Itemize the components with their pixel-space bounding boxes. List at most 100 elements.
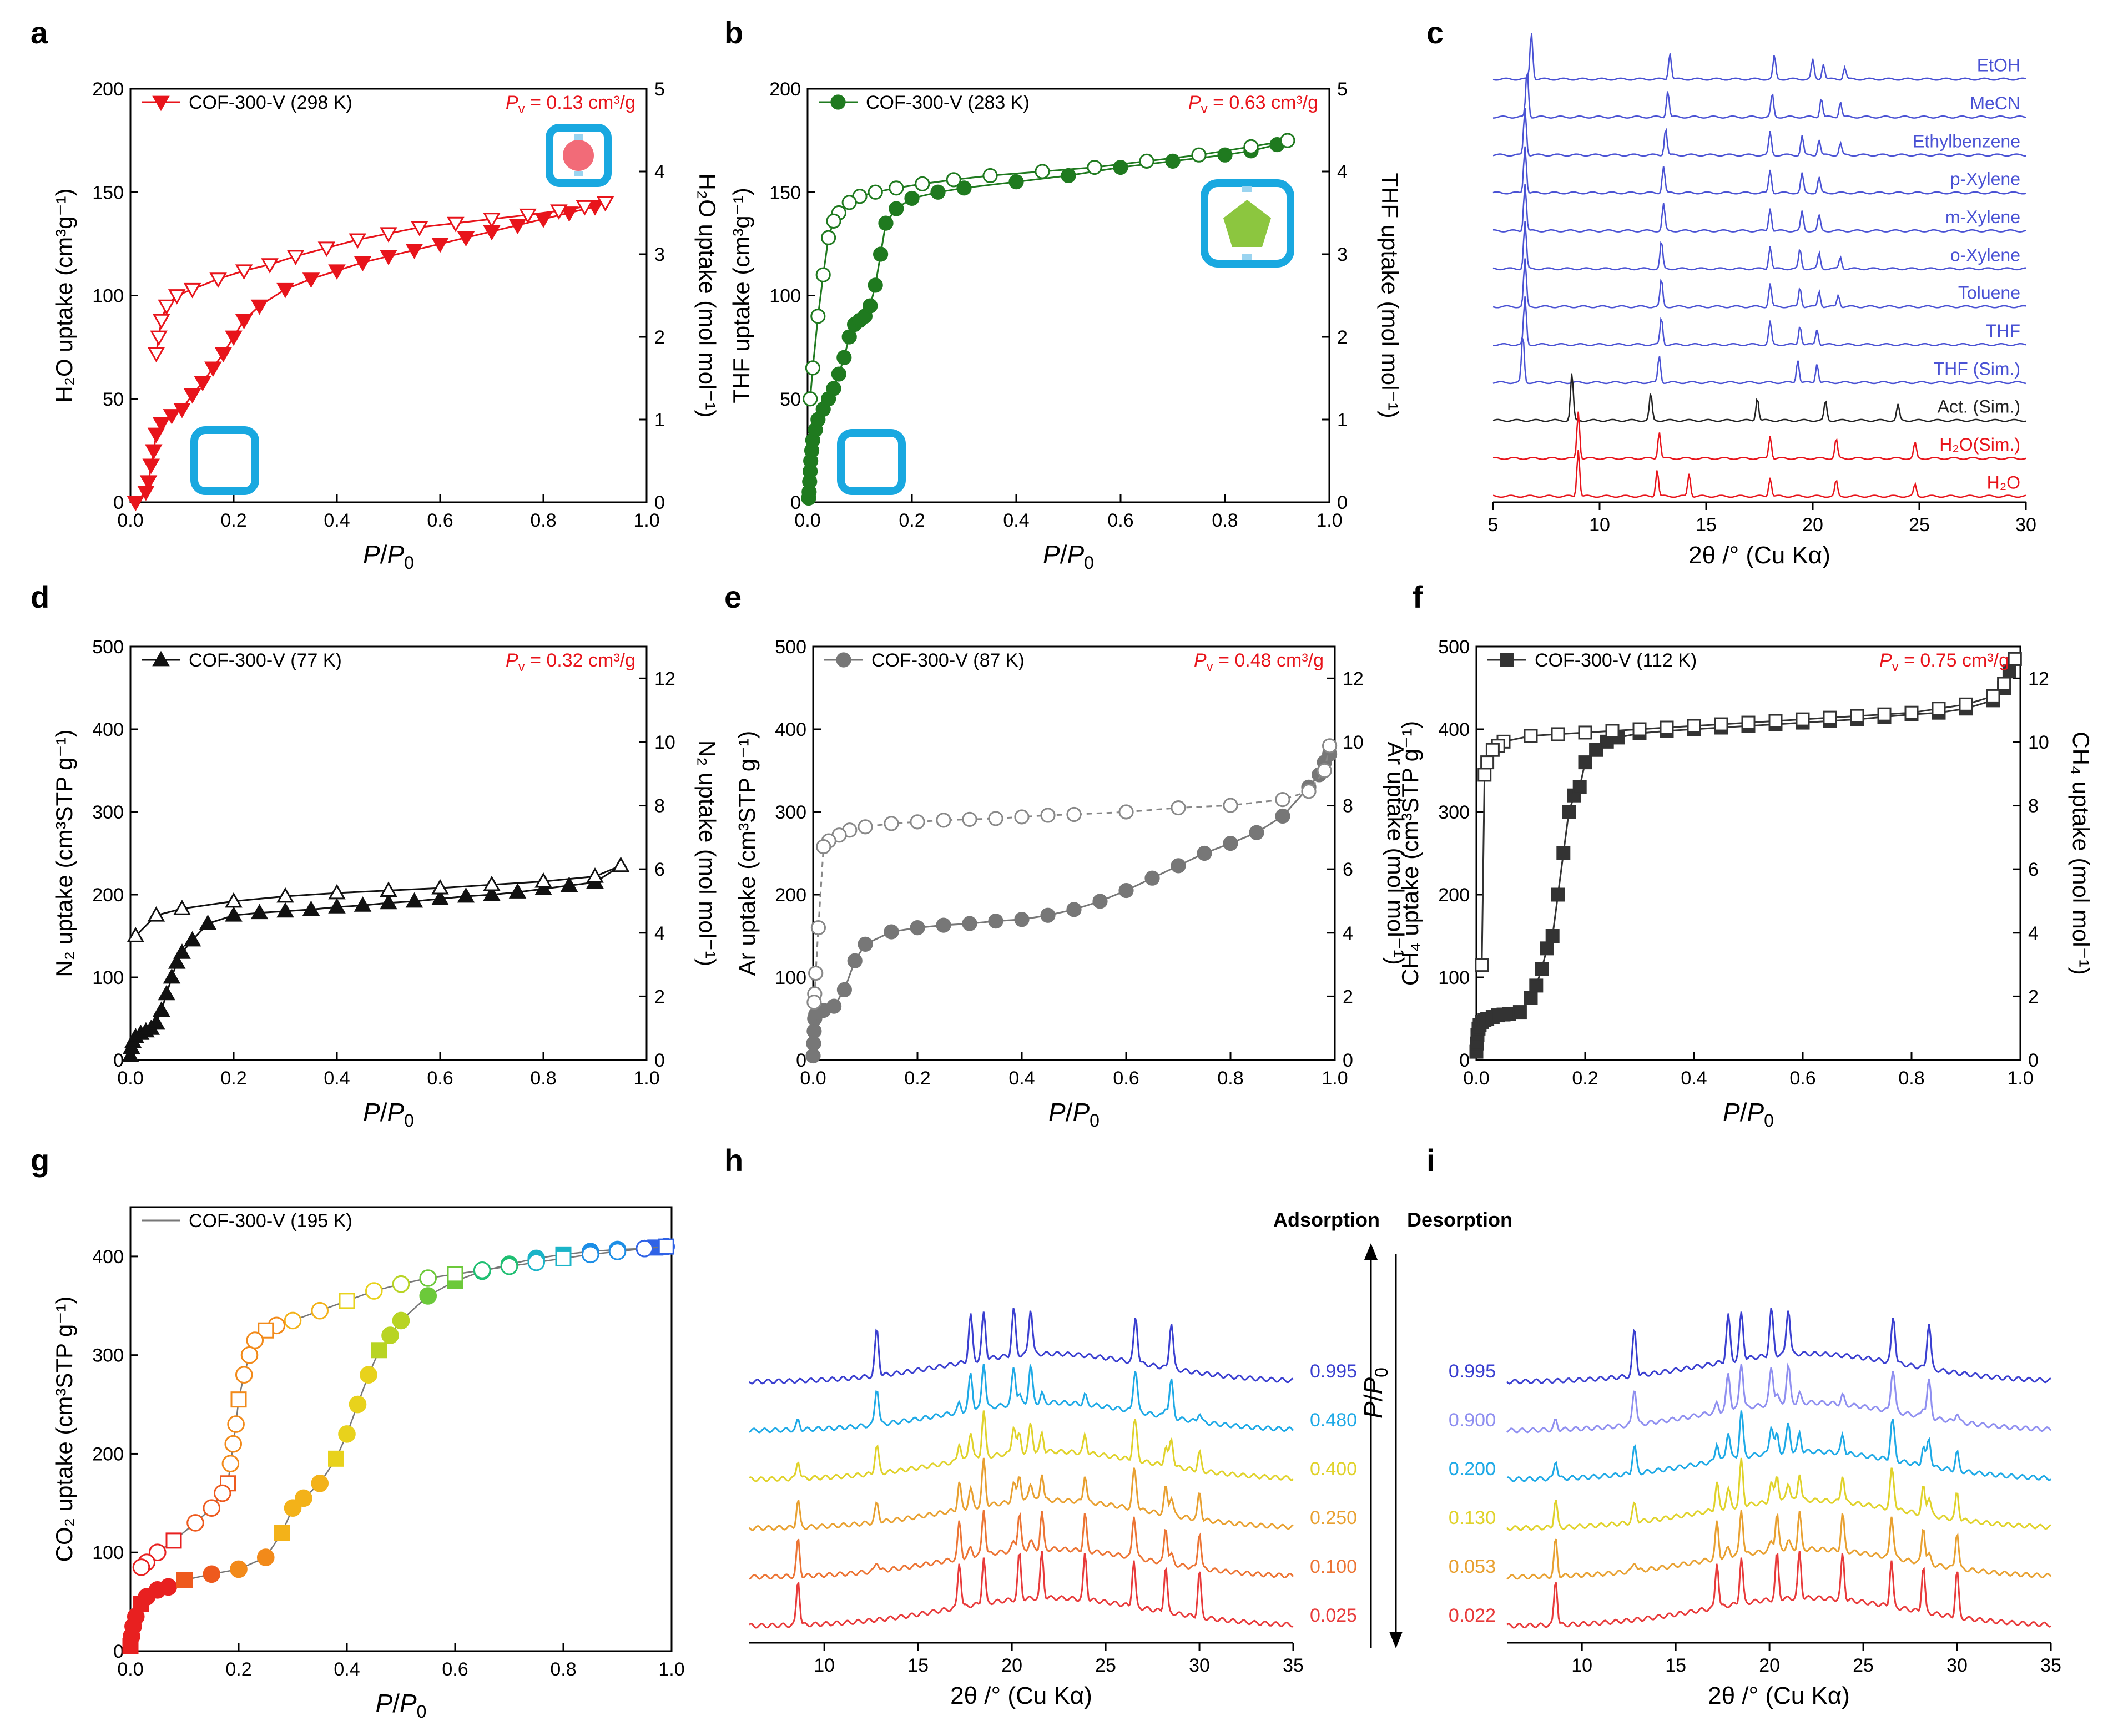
data-point-desorption (483, 213, 501, 228)
x-tick-label: 0.8 (1898, 1068, 1924, 1089)
data-point-adsorption (419, 1287, 437, 1305)
x-tick-label: 0.2 (220, 510, 246, 531)
data-point-desorption (148, 1543, 167, 1562)
x-tick-label: 15 (1696, 514, 1717, 536)
data-point-desorption (230, 1391, 247, 1408)
data-point-desorption (1040, 808, 1056, 823)
x-axis-label-p0: P (387, 1098, 404, 1127)
y2-axis-label: CH₄ uptake (mol mol⁻¹) (2068, 731, 2094, 975)
y-tick-label: 100 (92, 286, 124, 307)
data-point-desorption (1477, 768, 1492, 782)
data-point-desorption (1632, 722, 1647, 736)
pxrd-trace (1492, 221, 2026, 271)
y-tick-label: 50 (103, 389, 124, 410)
data-point-desorption (339, 1293, 355, 1309)
data-point-desorption (1280, 133, 1295, 148)
data-point-desorption (988, 811, 1003, 826)
x-tick-label: 0.0 (117, 1659, 143, 1680)
data-point-desorption (127, 927, 145, 942)
data-point-adsorption (159, 1578, 178, 1596)
legend-marker (152, 650, 170, 667)
data-point-desorption (841, 195, 857, 210)
data-point-desorption (810, 920, 826, 936)
x-tick-label: 1.0 (633, 1068, 659, 1089)
data-point-adsorption (1223, 836, 1238, 851)
y-axis-label: Ar uptake (cm³STP g⁻¹) (734, 731, 760, 976)
y2-axis-label: Ar uptake (mol mol⁻¹) (1383, 741, 1409, 965)
pxrd-trace-label: THF (Sim.) (1934, 359, 2020, 379)
pxrd-trace-label: Ethylbenzene (1913, 131, 2020, 151)
data-point-desorption (612, 856, 630, 872)
y-tick-label: 300 (1438, 802, 1470, 823)
x-axis-label-p: P (376, 1689, 393, 1718)
data-point-adsorption (147, 1013, 165, 1030)
data-point-desorption (380, 227, 397, 243)
data-point-adsorption (137, 485, 155, 501)
y-tick-label: 200 (769, 79, 801, 100)
data-point-desorption (1932, 702, 1946, 716)
data-point-adsorption (1171, 858, 1186, 874)
data-point-desorption (1796, 712, 1810, 726)
pore-volume-annotation: Pv = 0.75 cm³/g (1879, 650, 2009, 674)
data-point-desorption (1551, 727, 1565, 741)
y-tick-label: 400 (92, 719, 124, 740)
data-point-adsorption (380, 894, 397, 910)
data-point-adsorption (230, 1560, 248, 1578)
pxrd-trace (1492, 73, 2026, 119)
annotation-symbol: P (1194, 650, 1207, 671)
y-axis-label: P/P0 (1359, 1367, 1391, 1419)
data-point-adsorption (431, 237, 449, 253)
x-tick-label: 20 (1759, 1655, 1780, 1676)
data-point-desorption (150, 330, 168, 346)
x-axis-label-p0: P (387, 540, 404, 569)
x-tick-label: 30 (1946, 1655, 1968, 1676)
data-point-adsorption (1144, 870, 1160, 886)
series-line-adsorption (129, 1245, 667, 1647)
x-tick-label: 30 (1189, 1655, 1210, 1676)
empty-pore-icon (190, 426, 259, 495)
data-point-adsorption (805, 1048, 821, 1064)
data-point-adsorption (836, 982, 853, 997)
data-point-adsorption (381, 1326, 399, 1344)
data-point-adsorption (176, 1572, 193, 1588)
legend-marker (152, 95, 170, 112)
data-point-adsorption (225, 330, 243, 346)
data-point-desorption (1768, 714, 1783, 728)
data-point-adsorption (173, 943, 191, 959)
data-point-desorption (821, 230, 836, 245)
y-axis-label: H₂O uptake (cm³g⁻¹) (51, 188, 77, 402)
x-axis-label-p0: P (1072, 1098, 1090, 1127)
data-point-adsorption (956, 180, 972, 196)
data-point-desorption (982, 168, 998, 184)
x-tick-label: 35 (2040, 1655, 2061, 1676)
panel-b-thf-isotherm: 0.0 0.2 0.4 0.6 0.8 1.0050100150200012345THF … (728, 79, 1403, 573)
data-point-desorption (158, 299, 175, 315)
x-tick-label: 0.2 (899, 510, 925, 531)
pxrd-trace-label: m-Xylene (1945, 207, 2020, 227)
data-point-adsorption (354, 256, 372, 272)
data-point-adsorption (1529, 978, 1544, 993)
y2-tick-label: 4 (1337, 162, 1348, 183)
data-point-adsorption (831, 366, 847, 382)
data-point-adsorption (1556, 846, 1571, 860)
data-point-adsorption (1008, 174, 1024, 190)
y2-tick-label: 2 (654, 986, 665, 1007)
x-axis-label-slash: / (380, 1098, 387, 1127)
data-point-desorption (1687, 719, 1701, 733)
series-line-desorption (809, 139, 1288, 399)
data-point-desorption (810, 309, 826, 324)
data-point-desorption (235, 264, 253, 280)
data-point-adsorption (457, 887, 475, 903)
data-point-desorption (147, 347, 165, 363)
pressure-label: 0.250 (1310, 1507, 1357, 1528)
x-axis-label: 2θ /° (Cu Kα) (1688, 542, 1830, 569)
legend-label: COF-300-V (77 K) (189, 650, 342, 671)
data-point-desorption (1035, 164, 1050, 179)
x-tick-label: 0.4 (1003, 510, 1029, 531)
pore-node-icon (574, 171, 583, 176)
data-point-desorption (1243, 139, 1259, 154)
data-point-adsorption (1535, 962, 1549, 976)
data-point-adsorption (884, 924, 899, 940)
pxrd-trace (1506, 1457, 2051, 1531)
pxrd-trace (1506, 1410, 2051, 1482)
